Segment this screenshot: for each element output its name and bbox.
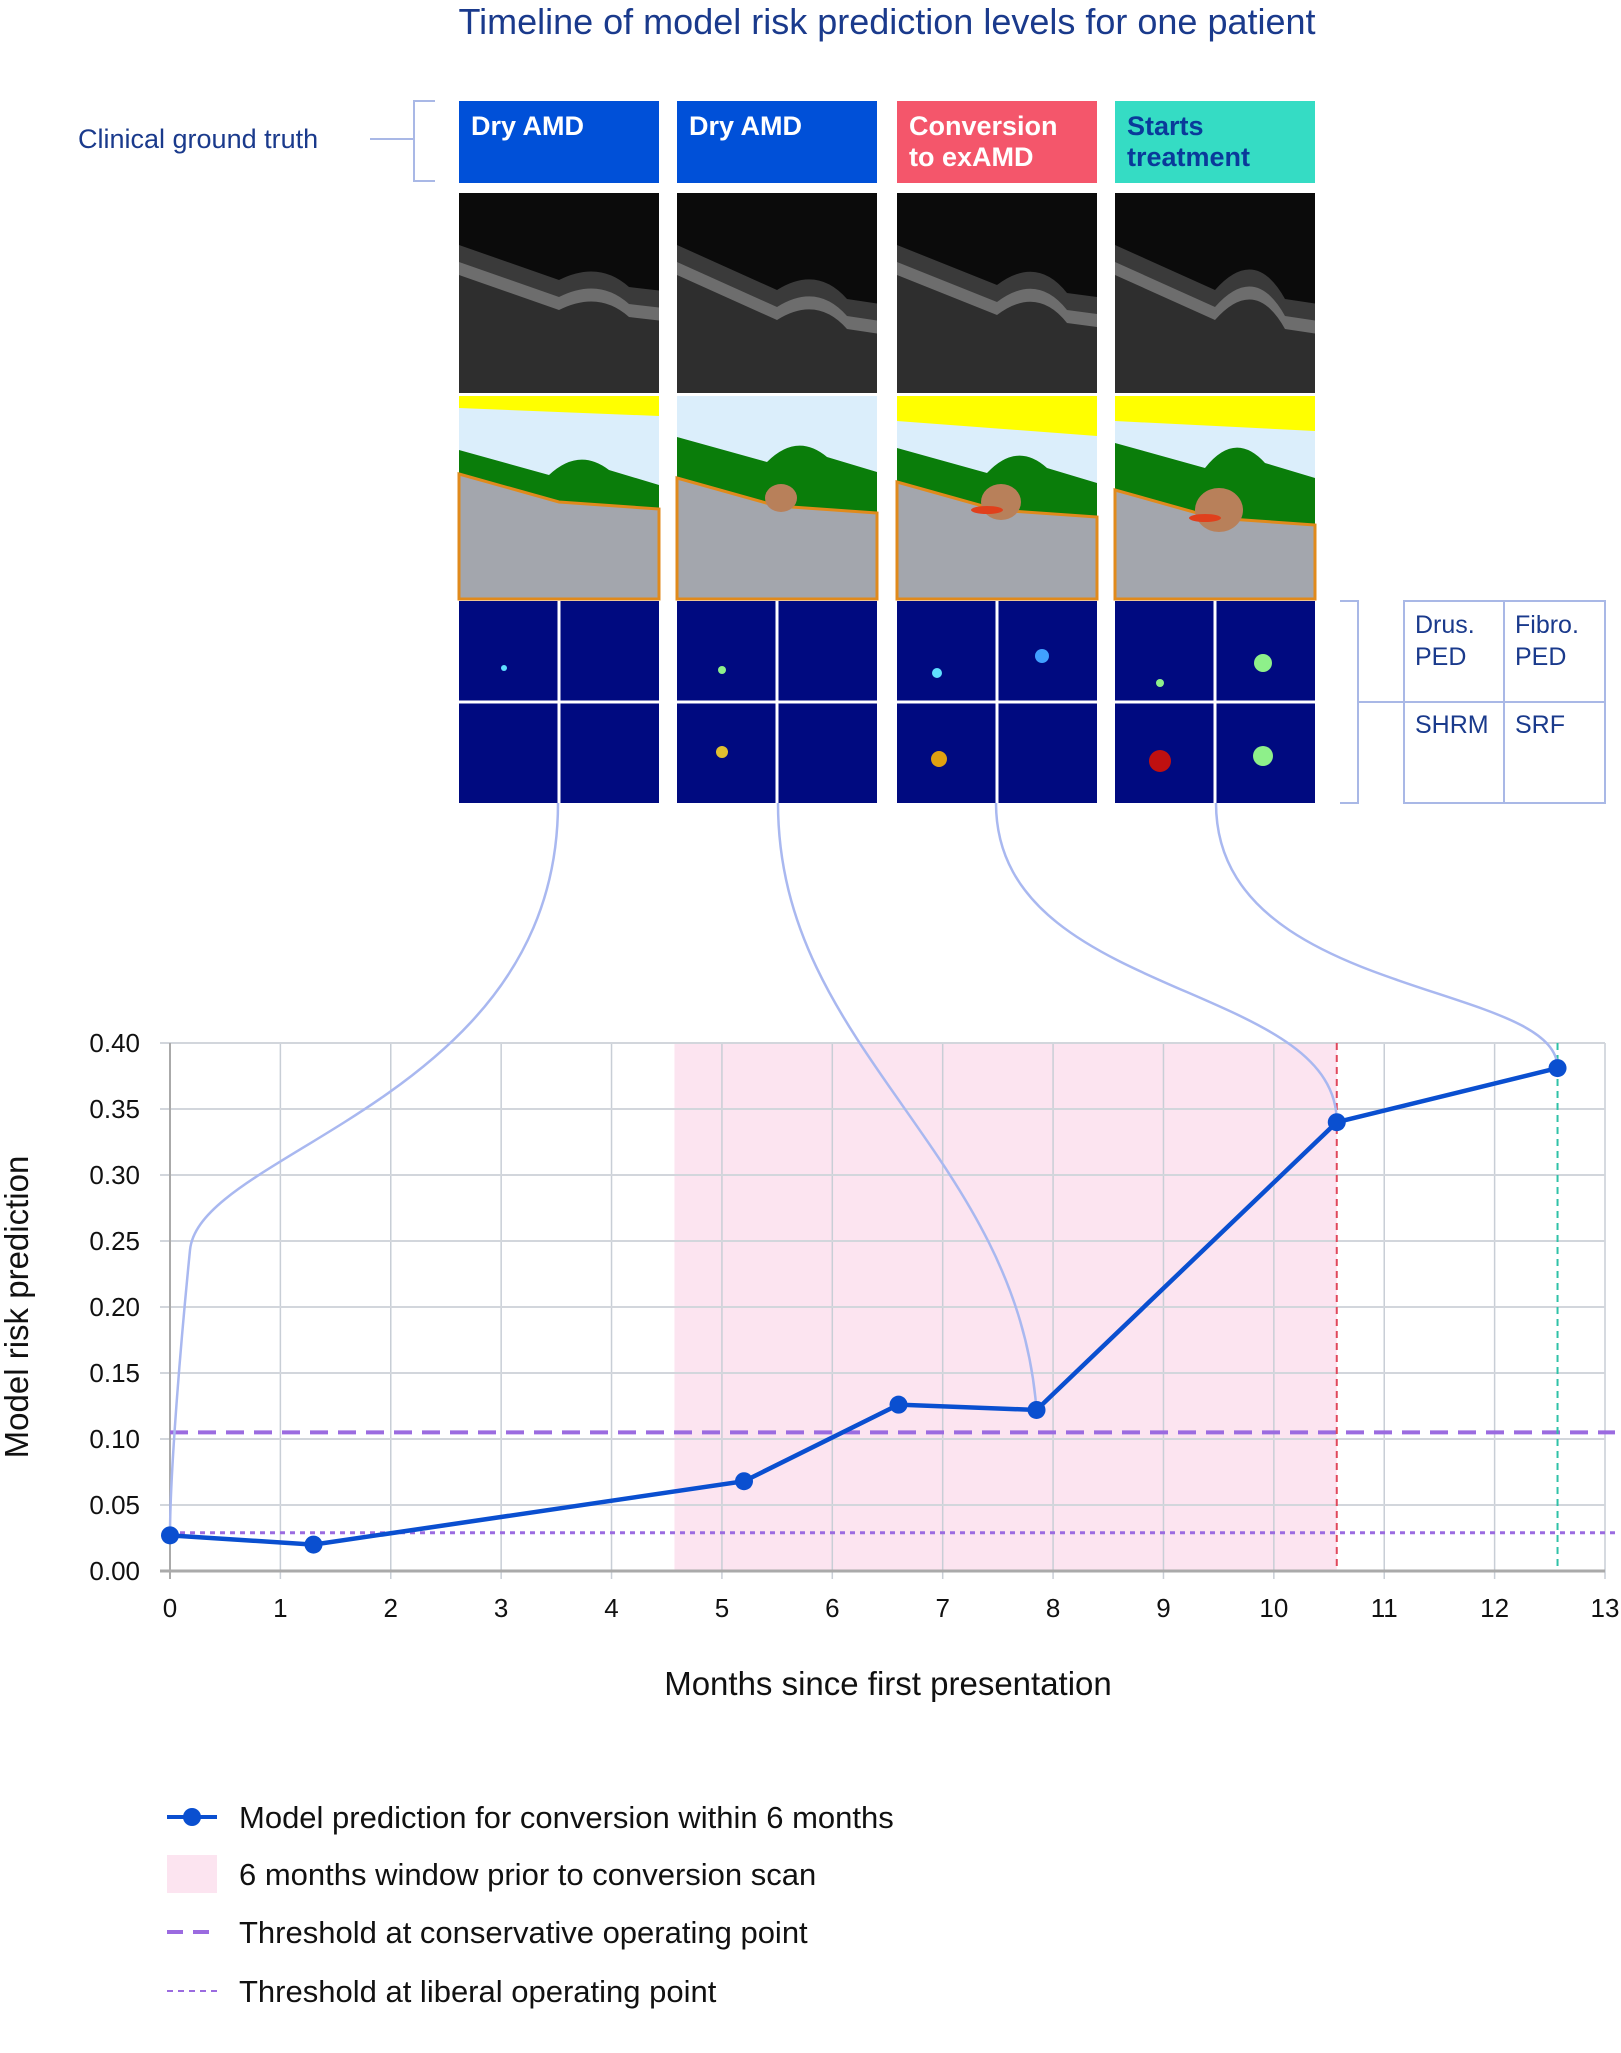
segmentation-map: [675, 396, 879, 601]
scan-column: Conversion to exAMD: [895, 101, 1099, 803]
oct-scan-image: [677, 193, 877, 393]
legend-drusenoid-ped: Drus. PED: [1415, 611, 1475, 671]
oct-scan-image: [897, 193, 1097, 393]
prediction-point: [1027, 1400, 1046, 1419]
scan-connector-line: [776, 802, 1038, 1411]
scan-connector-line: [994, 802, 1339, 1123]
x-tick-label: 2: [384, 1593, 398, 1623]
figure-title: Timeline of model risk prediction levels…: [458, 1, 1315, 42]
y-tick-label: 0.10: [89, 1424, 140, 1454]
x-tick-label: 1: [273, 1593, 287, 1623]
x-tick-label: 8: [1046, 1593, 1060, 1623]
y-tick-label: 0.35: [89, 1094, 140, 1124]
svg-text:Threshold at conservative oper: Threshold at conservative operating poin…: [239, 1915, 808, 1950]
x-tick-label: 7: [935, 1593, 949, 1623]
clinical-bracket: [370, 100, 435, 182]
scan-column: Dry AMD: [675, 101, 879, 803]
ground-truth-label: Dry AMD: [471, 111, 584, 141]
y-axis-label: Model risk prediction: [0, 1156, 35, 1459]
heatmap-legend: Drus. PED Fibro. PED SHRM SRF: [1340, 600, 1606, 804]
clinical-ground-truth-label: Clinical ground truth: [78, 124, 318, 154]
oct-scan-image: [1115, 193, 1315, 393]
legend-item-window: 6 months window prior to conversion scan: [167, 1855, 816, 1893]
risk-chart: 0 1 2 3 4 5 6 7 8 9 10 11 12 130.000.050.100.150.200.…: [89, 802, 1620, 1623]
legend-fibrovascular-ped: Fibro. PED: [1515, 611, 1579, 671]
legend-item-liberal-threshold: Threshold at liberal operating point: [167, 1974, 717, 2009]
ground-truth-label: Dry AMD: [689, 111, 802, 141]
prediction-point: [1327, 1113, 1346, 1132]
x-tick-label: 5: [715, 1593, 729, 1623]
y-tick-label: 0.25: [89, 1226, 140, 1256]
legend-item-prediction: Model prediction for conversion within 6…: [167, 1800, 894, 1835]
scan-connector-line: [168, 802, 560, 1536]
x-axis-label: Months since first presentation: [664, 1665, 1112, 1702]
x-tick-label: 4: [604, 1593, 618, 1623]
x-tick-label: 12: [1480, 1593, 1509, 1623]
ground-truth-label-box: [677, 101, 877, 183]
x-tick-label: 3: [494, 1593, 508, 1623]
prediction-point: [304, 1535, 323, 1554]
legend-item-conservative-threshold: Threshold at conservative operating poin…: [167, 1915, 808, 1950]
segmentation-map: [457, 396, 661, 601]
scan-column: Starts treatment: [1113, 101, 1317, 803]
segmentation-map: [895, 396, 1099, 601]
prediction-point: [735, 1472, 753, 1491]
prediction-point: [161, 1526, 179, 1545]
y-tick-label: 0.05: [89, 1490, 140, 1520]
legend-shrm: SHRM: [1415, 711, 1489, 739]
prediction-point: [889, 1395, 908, 1414]
svg-text:Model prediction for conversio: Model prediction for conversion within 6…: [239, 1800, 894, 1835]
heatmap-grid: [459, 601, 659, 803]
x-tick-label: 10: [1259, 1593, 1288, 1623]
segmentation-map: [1113, 396, 1317, 601]
svg-text:Threshold at liberal operating: Threshold at liberal operating point: [239, 1974, 717, 2009]
scan-column: Dry AMD: [457, 101, 661, 803]
y-tick-label: 0.30: [89, 1160, 140, 1190]
x-tick-label: 9: [1156, 1593, 1170, 1623]
x-tick-label: 0: [163, 1593, 177, 1623]
ground-truth-label: Conversion to exAMD: [909, 111, 1058, 172]
x-tick-label: 13: [1591, 1593, 1620, 1623]
ground-truth-label: Starts treatment: [1127, 111, 1250, 172]
oct-scan-image: [459, 193, 659, 393]
y-tick-label: 0.15: [89, 1358, 140, 1388]
scan-connector-line: [1214, 802, 1559, 1069]
ground-truth-label-box: [897, 101, 1097, 183]
heatmap-grid: [1115, 601, 1315, 803]
heatmap-grid: [897, 601, 1097, 803]
x-tick-label: 11: [1371, 1593, 1398, 1623]
y-tick-label: 0.20: [89, 1292, 140, 1322]
ground-truth-label-box: [1115, 101, 1315, 183]
svg-text:6 months window prior to conve: 6 months window prior to conversion scan: [239, 1857, 816, 1892]
x-tick-label: 6: [825, 1593, 839, 1623]
heatmap-grid: [677, 601, 877, 803]
y-tick-label: 0.00: [89, 1556, 140, 1586]
y-tick-label: 0.40: [89, 1028, 140, 1058]
ground-truth-label-box: [459, 101, 659, 183]
prediction-point: [1548, 1059, 1567, 1078]
legend-srf: SRF: [1515, 711, 1565, 739]
scan-panels: Dry AMD Dry AMD Conversion to exAMD Starts tr…: [457, 101, 1317, 803]
legend: Model prediction for conversion within 6…: [167, 1800, 894, 2009]
